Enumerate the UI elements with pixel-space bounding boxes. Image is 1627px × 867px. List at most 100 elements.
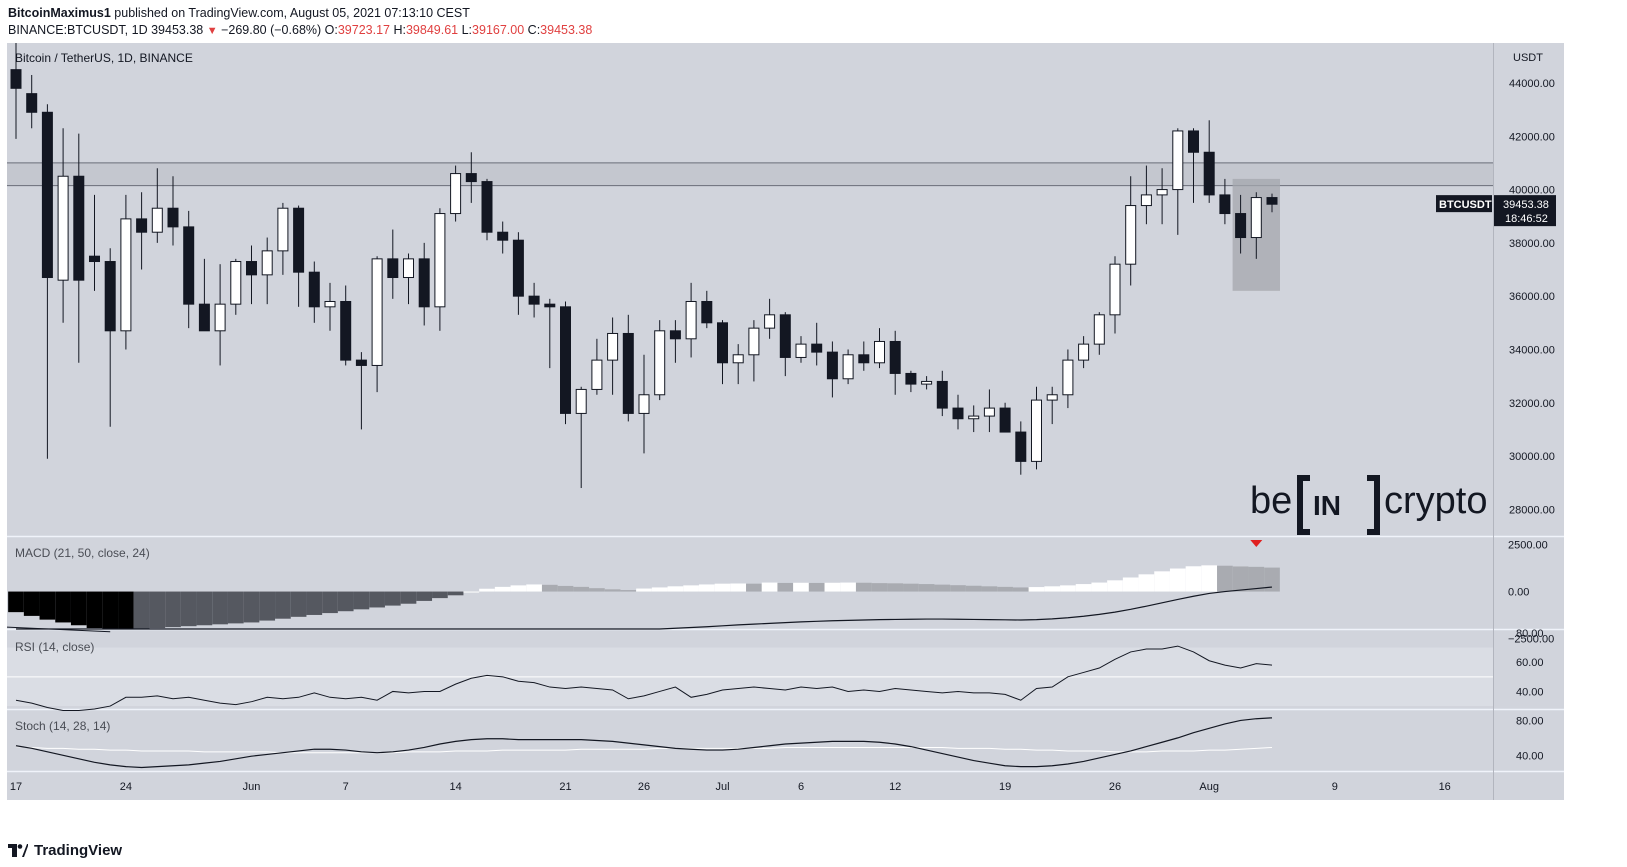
candle (591, 338, 603, 395)
candle-body (104, 261, 116, 332)
tradingview-footer[interactable]: TradingView (8, 842, 122, 859)
macd-histogram-bar (824, 582, 841, 592)
candle-body (591, 359, 603, 390)
candle-body (1235, 213, 1247, 239)
macd-histogram-bar (1044, 586, 1061, 592)
rsi-tick-label: 80.00 (1516, 628, 1544, 640)
candle-body (308, 271, 320, 308)
x-tick-label: 14 (449, 781, 461, 793)
candle (10, 43, 22, 139)
x-tick-label: 16 (1439, 781, 1451, 793)
candle-body (26, 93, 38, 113)
down-arrow-icon (1250, 540, 1263, 547)
price-tag-value: 39453.38 (1503, 199, 1549, 211)
macd-histogram-bar (761, 582, 778, 592)
macd-histogram-bar (337, 591, 354, 612)
macd-histogram-bar (1217, 565, 1233, 592)
candle-body (481, 181, 493, 233)
candle-body (183, 226, 195, 305)
macd-histogram-bar (1264, 567, 1280, 592)
macd-histogram-bar (683, 585, 699, 592)
price-tick-label: 30000.00 (1509, 451, 1555, 463)
candle-body (983, 407, 995, 417)
candle-body (858, 354, 870, 364)
macd-histogram-bar (227, 591, 244, 624)
candle-body (1266, 197, 1278, 205)
open-label: O: (324, 23, 338, 37)
candle (104, 248, 116, 427)
candle (575, 386, 587, 489)
macd-histogram-bar (133, 591, 150, 629)
macd-histogram-bar (698, 584, 715, 592)
stoch-tick-label: 40.00 (1516, 750, 1544, 762)
last-price: 39453.38 (151, 23, 204, 37)
candle-body (1109, 263, 1121, 316)
candle (89, 194, 100, 291)
price-tick-label: 32000.00 (1509, 398, 1555, 410)
candle (701, 290, 713, 329)
candle-body (340, 300, 352, 361)
candle-body (465, 173, 477, 183)
macd-histogram-bar (541, 584, 558, 592)
symbol-tag-bg (1436, 195, 1492, 213)
candle (403, 253, 414, 305)
macd-histogram-bar (70, 591, 87, 626)
author-name[interactable]: BitcoinMaximus1 (8, 6, 111, 20)
candle-body (246, 261, 257, 276)
macd-histogram-bar (636, 588, 652, 592)
candle-body (764, 314, 776, 329)
macd-histogram-bar (667, 586, 684, 592)
macd-histogram-bar (353, 591, 370, 610)
price-tick-label: 28000.00 (1509, 504, 1555, 516)
high-label: H: (393, 23, 406, 37)
candle (465, 152, 477, 203)
macd-histogram-bar (1185, 566, 1202, 592)
macd-histogram-bar (981, 586, 998, 592)
macd-histogram-bar (620, 590, 637, 592)
macd-histogram-bar (306, 591, 323, 615)
candle-body (1125, 205, 1137, 265)
macd-histogram-bar (589, 588, 605, 592)
candle (1093, 312, 1105, 355)
macd-histogram-bar (322, 591, 338, 614)
macd-histogram-bar (1075, 584, 1092, 592)
stoch-k-line (15, 717, 1273, 769)
candle-body (355, 359, 367, 366)
tradingview-brand: TradingView (34, 842, 123, 859)
candle (26, 74, 38, 129)
open-value: 39723.17 (337, 23, 390, 37)
candle-body (811, 343, 823, 353)
macd-histogram-bar (243, 591, 260, 623)
candle-body (748, 327, 760, 356)
candle-body (889, 340, 901, 374)
macd-histogram-bar (165, 591, 181, 628)
rsi-line (15, 645, 1273, 711)
candle-body (1078, 343, 1090, 361)
candle (1266, 193, 1278, 213)
macd-histogram-bar (149, 591, 166, 629)
candle (355, 352, 367, 430)
candle (57, 128, 69, 323)
watermark-bracket (1297, 475, 1380, 535)
macd-histogram-bar (86, 591, 103, 629)
x-tick-label: 17 (10, 781, 22, 793)
candle-body (497, 231, 509, 241)
candle (1140, 165, 1152, 225)
macd-histogram-bar (1028, 587, 1045, 592)
x-tick-label: 19 (999, 781, 1011, 793)
candle (811, 322, 823, 366)
candle (136, 192, 148, 270)
candle (717, 320, 728, 385)
candle (1125, 176, 1137, 286)
price-tick-label: 40000.00 (1509, 185, 1555, 197)
high-value: 39849.61 (405, 23, 459, 37)
macd-histogram-bar (275, 591, 291, 619)
candle (246, 245, 257, 305)
candle-body (638, 394, 650, 414)
candle (1156, 168, 1168, 225)
macd-tick-label: 2500.00 (1508, 540, 1548, 552)
candle (528, 282, 540, 318)
stoch-pane-title: Stoch (14, 28, 14) (15, 719, 110, 733)
macd-histogram-bar (604, 589, 621, 592)
